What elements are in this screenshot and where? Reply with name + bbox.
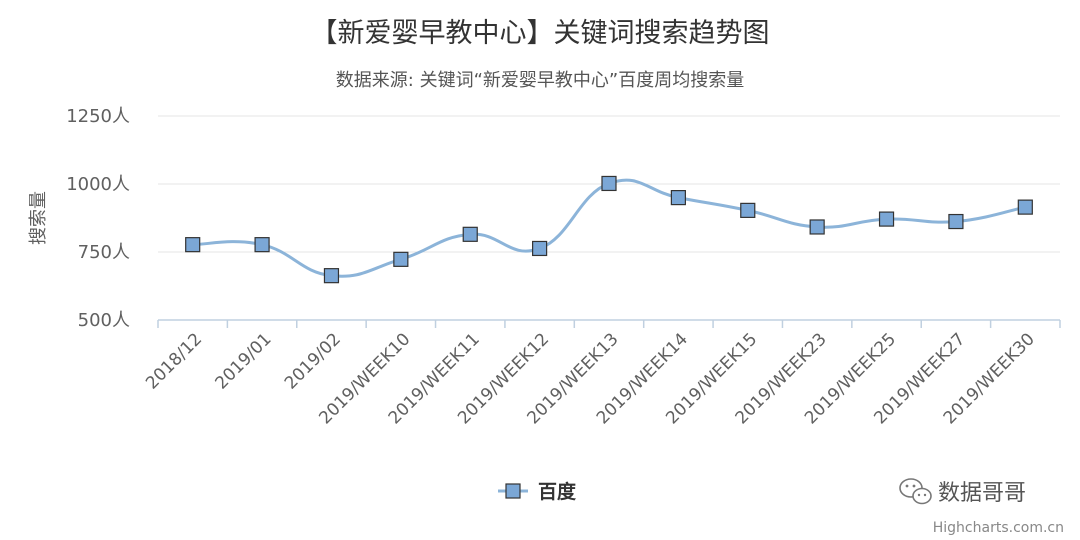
data-point[interactable] [878,211,895,227]
watermark-text: 数据哥哥 [938,481,1026,506]
legend[interactable]: 百度 [498,480,577,503]
x-tick-label: 2019/01 [212,329,276,393]
data-point[interactable] [323,268,340,284]
data-point[interactable] [1017,199,1033,215]
data-point[interactable] [393,251,409,267]
data-point[interactable] [462,226,478,242]
x-tick-label: 2018/12 [142,329,206,393]
data-point[interactable] [185,237,201,253]
chart-title: 【新爱婴早教中心】关键词搜索趋势图 [311,18,770,49]
legend-item-baidu[interactable]: 百度 [538,480,577,503]
y-tick-label: 1250人 [66,106,130,127]
data-point[interactable] [601,175,617,192]
y-tick-label: 750人 [78,242,130,263]
y-tick-label: 500人 [78,310,130,331]
data-point[interactable] [809,219,825,235]
credits-link[interactable]: Highcharts.com.cn [933,520,1064,536]
data-point[interactable] [254,237,270,253]
data-point[interactable] [532,240,548,257]
x-axis: 2018/12 2019/01 2019/022019/WEEK102019/WEE… [142,319,1061,428]
data-point[interactable] [670,190,686,206]
y-axis-label: 搜索量 [28,191,49,245]
series-group [185,175,1033,284]
x-tick-label: 2019/02 [281,329,345,393]
watermark: 数据哥哥 [899,478,1026,506]
y-tick-label: 1000人 [66,174,130,195]
legend-marker [505,483,521,499]
data-point[interactable] [948,213,964,230]
wechat-icon [899,478,932,505]
y-axis-ticks: 500人 750人 1000人 1250人 [66,106,130,331]
chart-subtitle: 数据来源: 关键词“新爱婴早教中心”百度周均搜索量 [336,70,744,91]
data-point[interactable] [740,202,756,218]
series-line-baidu [192,178,1026,278]
